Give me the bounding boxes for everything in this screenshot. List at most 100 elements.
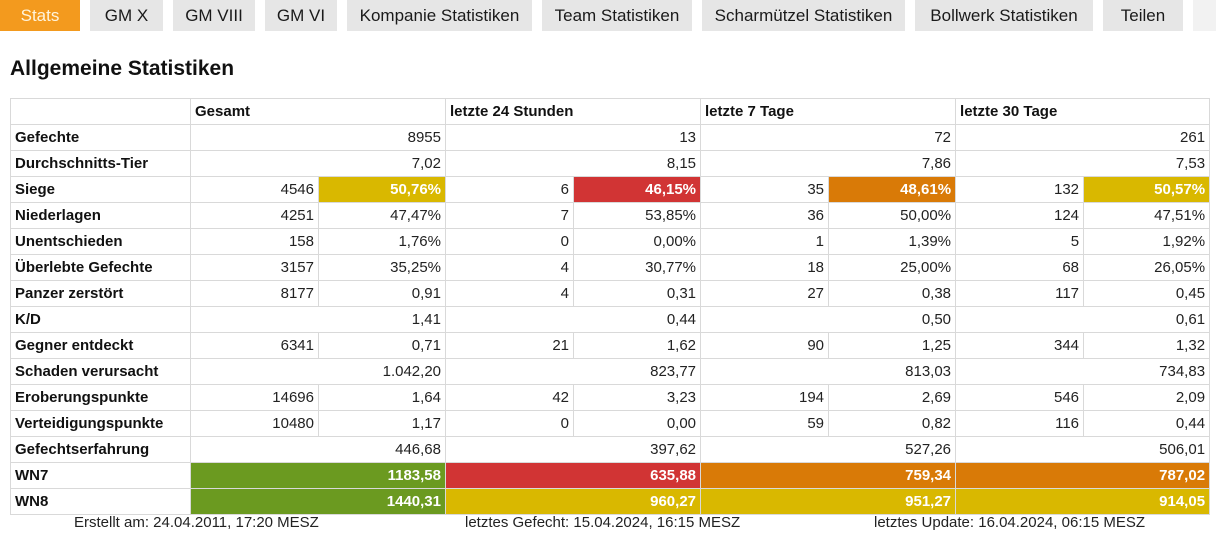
- rate-30d: 0,45: [1083, 280, 1211, 307]
- tab-gm-x[interactable]: GM X: [90, 0, 163, 31]
- count-24h: 7: [445, 202, 574, 229]
- row-label: Panzer zerstört: [10, 280, 191, 307]
- row-label: Siege: [10, 176, 191, 203]
- table-row: Durchschnitts-Tier 7,02 8,15 7,86 7,53: [10, 150, 1211, 177]
- rate-7d: 0,38: [828, 280, 957, 307]
- rate-total: 1,76%: [318, 228, 446, 255]
- value-24h: 960,27: [444, 488, 702, 515]
- value-30d: 261: [955, 124, 1211, 151]
- value-30d: 506,01: [955, 436, 1211, 463]
- row-label: Überlebte Gefechte: [10, 254, 191, 281]
- value-7d: 72: [700, 124, 957, 151]
- tab-bar: Stats GM X GM VIII GM VI Kompanie Statistike…: [0, 0, 1216, 31]
- header-30d: letzte 30 Tage: [955, 98, 1211, 125]
- count-7d: 27: [700, 280, 830, 307]
- rate-30d: 26,05%: [1083, 254, 1211, 281]
- count-30d: 344: [955, 332, 1085, 359]
- tab-gm-vi[interactable]: GM VI: [265, 0, 337, 31]
- value-total: 7,02: [190, 150, 446, 177]
- tab-gm-viii[interactable]: GM VIII: [173, 0, 255, 31]
- rate-7d: 48,61%: [828, 176, 957, 203]
- tab-stats[interactable]: Stats: [0, 0, 80, 31]
- row-label: Gefechte: [10, 124, 191, 151]
- rate-30d: 50,57%: [1083, 176, 1211, 203]
- count-30d: 117: [955, 280, 1085, 307]
- value-7d: 7,86: [700, 150, 957, 177]
- count-7d: 59: [700, 410, 830, 437]
- value-7d: 951,27: [700, 488, 957, 515]
- rate-30d: 2,09: [1083, 384, 1211, 411]
- table-row: Panzer zerstört 8177 0,91 4 0,31 27 0,38 117 0,4…: [10, 280, 1211, 307]
- count-7d: 36: [700, 202, 830, 229]
- rate-total: 1,64: [318, 384, 446, 411]
- value-24h: 635,88: [444, 462, 702, 489]
- header-total: Gesamt: [190, 98, 446, 125]
- value-30d: 914,05: [955, 488, 1211, 515]
- rate-7d: 50,00%: [828, 202, 957, 229]
- count-30d: 132: [955, 176, 1085, 203]
- tab-bollwerk-statistiken[interactable]: Bollwerk Statistiken: [915, 0, 1093, 31]
- row-label: Gefechtserfahrung: [10, 436, 191, 463]
- last-battle-date: letztes Gefecht: 15.04.2024, 16:15 MESZ: [465, 514, 741, 531]
- count-24h: 6: [445, 176, 574, 203]
- value-7d: 759,34: [700, 462, 957, 489]
- table-row: WN7 1183,58 635,88 759,34 787,02: [10, 462, 1211, 489]
- value-total: 1,41: [190, 306, 446, 333]
- general-stats-table: Gesamt letzte 24 Stunden letzte 7 Tage l…: [10, 98, 1211, 515]
- tab-kompanie-statistiken[interactable]: Kompanie Statistiken: [347, 0, 532, 31]
- table-header-row: Gesamt letzte 24 Stunden letzte 7 Tage l…: [10, 98, 1211, 125]
- count-7d: 90: [700, 332, 830, 359]
- value-24h: 823,77: [444, 358, 702, 385]
- rate-24h: 53,85%: [572, 202, 702, 229]
- tab-team-statistiken[interactable]: Team Statistiken: [542, 0, 692, 31]
- row-label: Durchschnitts-Tier: [10, 150, 191, 177]
- count-total: 158: [190, 228, 319, 255]
- header-24h: letzte 24 Stunden: [444, 98, 702, 125]
- value-total: 1440,31: [190, 488, 446, 515]
- count-7d: 1: [700, 228, 830, 255]
- count-24h: 0: [445, 228, 574, 255]
- value-24h: 397,62: [444, 436, 702, 463]
- count-30d: 116: [955, 410, 1085, 437]
- rate-7d: 25,00%: [828, 254, 957, 281]
- count-7d: 18: [700, 254, 830, 281]
- tab-bar-filler: [1193, 0, 1216, 31]
- count-24h: 0: [445, 410, 574, 437]
- table-row: Gefechtserfahrung 446,68 397,62 527,26 506,0…: [10, 436, 1211, 463]
- rate-30d: 1,92%: [1083, 228, 1211, 255]
- tab-teilen[interactable]: Teilen: [1103, 0, 1183, 31]
- rate-30d: 0,44: [1083, 410, 1211, 437]
- count-total: 6341: [190, 332, 319, 359]
- rate-24h: 1,62: [572, 332, 702, 359]
- rate-total: 50,76%: [318, 176, 446, 203]
- count-total: 4251: [190, 202, 319, 229]
- value-30d: 0,61: [955, 306, 1211, 333]
- count-total: 3157: [190, 254, 319, 281]
- rate-total: 0,71: [318, 332, 446, 359]
- count-total: 10480: [190, 410, 319, 437]
- table-row: Verteidigungspunkte 10480 1,17 0 0,00 59 0,82 1…: [10, 410, 1211, 437]
- table-row: K/D 1,41 0,44 0,50 0,61: [10, 306, 1211, 333]
- rate-total: 1,17: [318, 410, 446, 437]
- value-total: 1183,58: [190, 462, 446, 489]
- row-label: Gegner entdeckt: [10, 332, 191, 359]
- value-24h: 13: [444, 124, 702, 151]
- tab-scharmützel-statistiken[interactable]: Scharmützel Statistiken: [702, 0, 905, 31]
- row-label: Eroberungspunkte: [10, 384, 191, 411]
- rate-24h: 30,77%: [572, 254, 702, 281]
- value-total: 446,68: [190, 436, 446, 463]
- value-7d: 813,03: [700, 358, 957, 385]
- footer: Erstellt am: 24.04.2011, 17:20 MESZ letz…: [0, 514, 1216, 534]
- count-total: 4546: [190, 176, 319, 203]
- count-24h: 4: [445, 280, 574, 307]
- rate-24h: 0,31: [572, 280, 702, 307]
- table-row: Niederlagen 4251 47,47% 7 53,85% 36 50,00% 124 4…: [10, 202, 1211, 229]
- count-24h: 4: [445, 254, 574, 281]
- table-row: Gefechte 8955 13 72 261: [10, 124, 1211, 151]
- count-total: 14696: [190, 384, 319, 411]
- rate-24h: 46,15%: [572, 176, 702, 203]
- table-row: Eroberungspunkte 14696 1,64 42 3,23 194 2,69 54…: [10, 384, 1211, 411]
- count-7d: 35: [700, 176, 830, 203]
- row-label: WN8: [10, 488, 191, 515]
- count-30d: 5: [955, 228, 1085, 255]
